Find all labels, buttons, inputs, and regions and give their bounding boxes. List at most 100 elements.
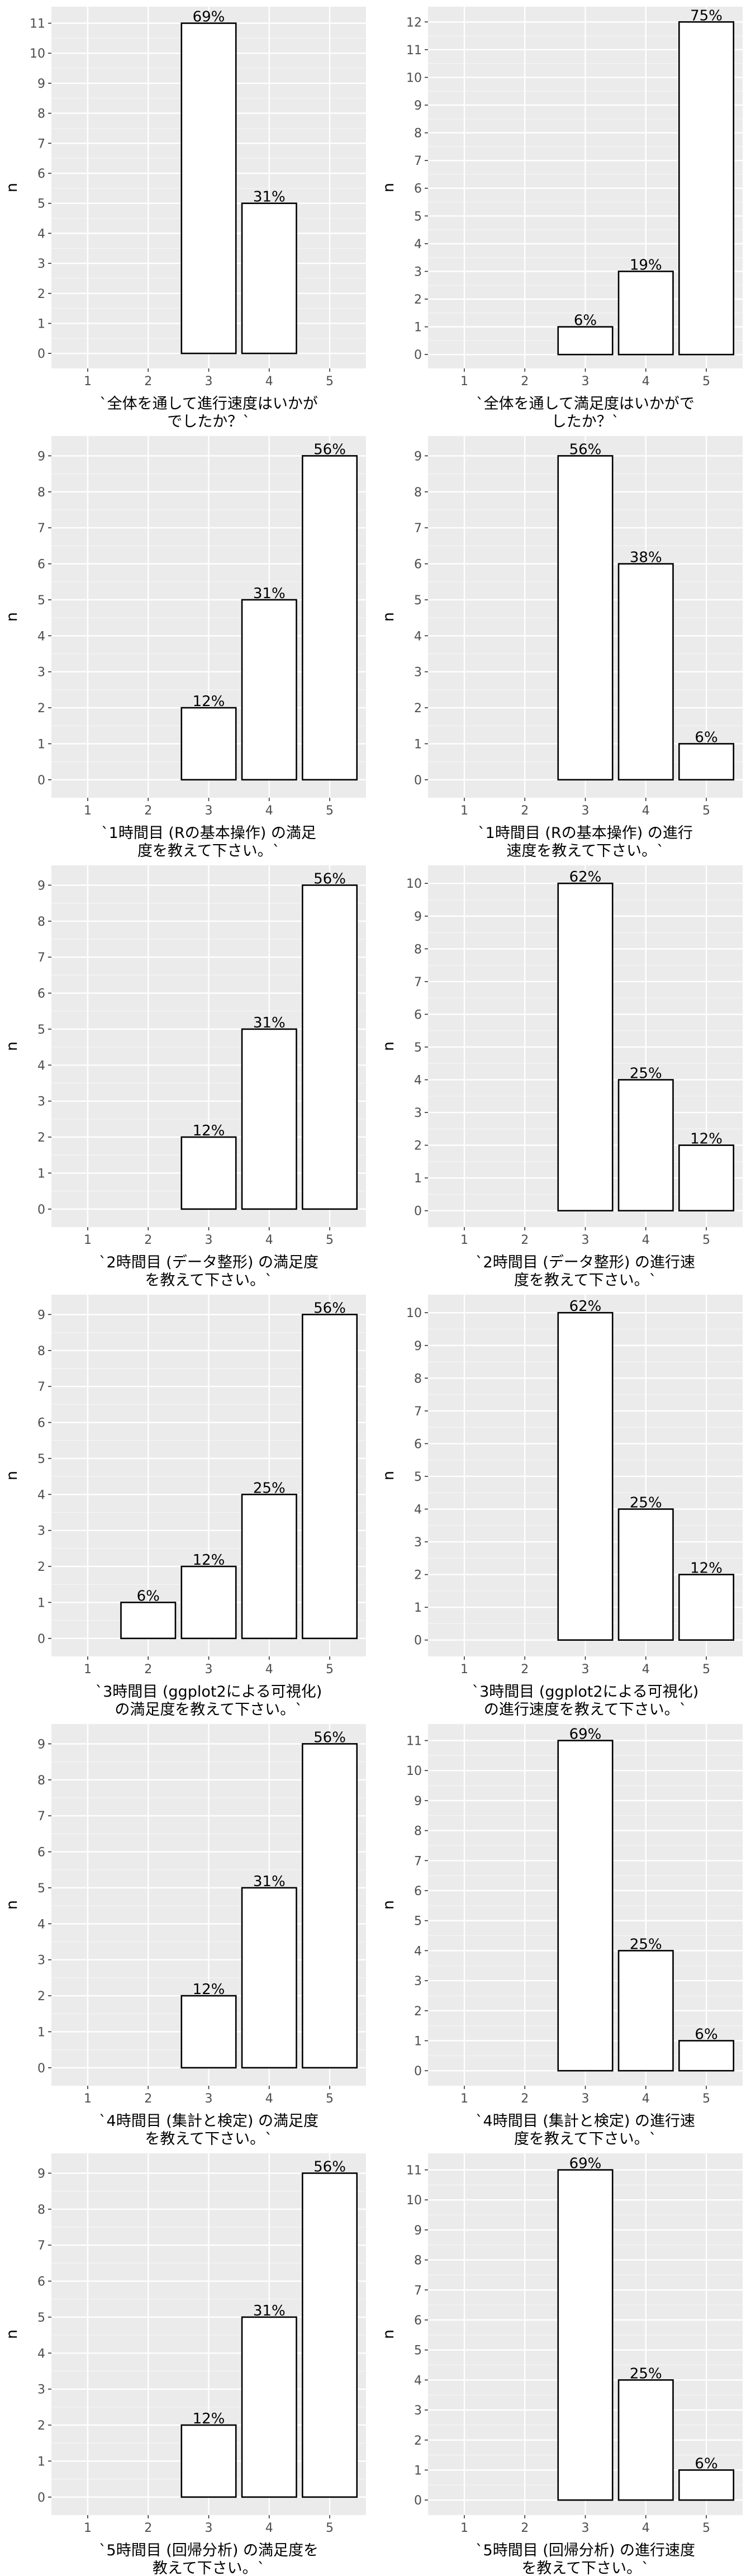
y-axis-title: n xyxy=(380,2329,397,2339)
x-tick-label: 4 xyxy=(642,1663,650,1677)
y-tick-label: 0 xyxy=(37,1203,45,1217)
y-tick-label: 9 xyxy=(37,1737,45,1751)
x-tick-label: 1 xyxy=(460,804,468,818)
y-tick-label: 4 xyxy=(37,227,45,241)
y-tick-label: 11 xyxy=(406,1735,422,1749)
bar xyxy=(302,1743,358,2069)
y-tick-label: 1 xyxy=(37,1596,45,1610)
y-tick-label: 0 xyxy=(37,774,45,788)
y-tick-label: 5 xyxy=(37,1882,45,1896)
x-tick-label: 1 xyxy=(460,1233,468,1247)
bar xyxy=(180,22,237,354)
x-axis-title-line: `1時間目 (Rの基本操作) の進行 xyxy=(478,825,693,842)
x-tick-label: 2 xyxy=(144,1663,152,1677)
chart-5: 0 1 2 3 4 5 6 7 8 9 1 2 3 4 5 12% 31% 56% n `2時間目 (データ整形) の… xyxy=(3,865,366,1289)
bar xyxy=(557,455,614,781)
bar-data-label: 25% xyxy=(630,1495,662,1512)
y-tick-label: 7 xyxy=(37,1380,45,1394)
x-tick-label: 3 xyxy=(205,2521,213,2535)
y-tick-label: 2 xyxy=(414,2434,422,2448)
y-tick-label: 1 xyxy=(37,2455,45,2469)
y-tick-label: 8 xyxy=(37,107,45,121)
bar-data-label: 25% xyxy=(630,1066,662,1082)
y-tick-label: 2 xyxy=(414,702,422,716)
y-tick-label: 8 xyxy=(37,1774,45,1788)
bar xyxy=(241,599,297,781)
y-tick-label: 6 xyxy=(37,2275,45,2289)
bar xyxy=(557,2169,614,2501)
y-tick-label: 2 xyxy=(37,1990,45,2004)
y-tick-label: 1 xyxy=(414,321,422,335)
y-tick-label: 6 xyxy=(414,558,422,572)
y-tick-label: 5 xyxy=(37,594,45,608)
y-axis-title: n xyxy=(380,1041,397,1051)
x-tick-label: 5 xyxy=(702,1663,710,1677)
y-axis-title: n xyxy=(3,1471,21,1480)
y-tick-label: 10 xyxy=(406,2194,422,2208)
x-axis-title-line: したか？` xyxy=(552,413,620,430)
x-axis-title-line: `1時間目 (Rの基本操作) の満足 xyxy=(101,825,316,842)
x-tick-label: 4 xyxy=(265,375,273,389)
x-tick-label: 3 xyxy=(582,2092,590,2106)
x-tick-label: 1 xyxy=(84,1233,92,1247)
y-tick-label: 6 xyxy=(37,167,45,181)
bar xyxy=(617,1079,674,1212)
y-tick-label: 1 xyxy=(37,737,45,751)
y-tick-label: 5 xyxy=(37,1023,45,1037)
x-tick-label: 3 xyxy=(205,375,213,389)
bar-data-label: 6% xyxy=(695,2026,717,2043)
y-tick-label: 0 xyxy=(37,347,45,361)
y-tick-label: 3 xyxy=(37,257,45,271)
y-tick-label: 3 xyxy=(414,666,422,680)
y-tick-label: 0 xyxy=(37,2491,45,2505)
x-axis-title-line: `5時間目 (回帰分析) の進行速度 xyxy=(476,2542,695,2559)
y-tick-label: 7 xyxy=(37,137,45,151)
bar xyxy=(678,1144,735,1212)
x-tick-label: 4 xyxy=(642,804,650,818)
bar xyxy=(678,2040,735,2072)
y-tick-label: 9 xyxy=(414,910,422,924)
y-tick-label: 4 xyxy=(414,1503,422,1517)
x-tick-label: 2 xyxy=(521,375,529,389)
x-tick-label: 2 xyxy=(521,2092,529,2106)
x-tick-label: 5 xyxy=(702,1233,710,1247)
x-tick-label: 2 xyxy=(144,2521,152,2535)
bar-data-label: 12% xyxy=(193,2411,225,2427)
bar-data-label: 31% xyxy=(253,585,286,602)
bar xyxy=(180,1995,237,2069)
y-tick-label: 2 xyxy=(414,2005,422,2019)
x-tick-label: 3 xyxy=(205,1663,213,1677)
y-tick-label: 9 xyxy=(414,1339,422,1353)
y-tick-label: 0 xyxy=(414,2494,422,2508)
chart-8: 0 1 2 3 4 5 6 7 8 9 10 1 2 3 4 5 62% 25% 12% n `3時間目 (ggplot… xyxy=(380,1295,743,1718)
x-tick-label: 4 xyxy=(642,2092,650,2106)
y-tick-label: 5 xyxy=(37,197,45,211)
y-tick-label: 5 xyxy=(37,1452,45,1466)
bar-data-label: 69% xyxy=(569,2156,602,2172)
x-tick-label: 4 xyxy=(265,1663,273,1677)
x-axis-title-line: `2時間目 (データ整形) の満足度 xyxy=(99,1254,319,1271)
bar xyxy=(678,1574,735,1641)
bar xyxy=(617,1950,674,2072)
y-tick-label: 10 xyxy=(406,71,422,85)
x-axis-title-line: `5時間目 (回帰分析) の満足度を xyxy=(99,2542,319,2559)
y-tick-label: 10 xyxy=(406,1764,422,1778)
y-tick-label: 2 xyxy=(37,287,45,301)
y-tick-label: 0 xyxy=(414,348,422,362)
y-tick-label: 4 xyxy=(37,1488,45,1502)
y-tick-label: 5 xyxy=(414,1470,422,1484)
x-tick-label: 4 xyxy=(265,2092,273,2106)
y-tick-label: 2 xyxy=(37,702,45,716)
y-tick-label: 3 xyxy=(37,1095,45,1109)
x-axis-title-line: 度を教えて下さい。` xyxy=(137,842,280,860)
bar-data-label: 12% xyxy=(690,1560,723,1577)
x-axis-title-line: `4時間目 (集計と検定) の進行速 xyxy=(476,2113,695,2130)
y-tick-label: 3 xyxy=(37,1954,45,1968)
bar xyxy=(241,1887,297,2069)
chart-4: 0 1 2 3 4 5 6 7 8 9 1 2 3 4 5 56% 38% 6% n `1時間目 (Rの基本操作) の… xyxy=(380,436,743,860)
x-tick-label: 1 xyxy=(460,375,468,389)
bar xyxy=(557,882,614,1212)
y-tick-label: 10 xyxy=(406,1306,422,1320)
